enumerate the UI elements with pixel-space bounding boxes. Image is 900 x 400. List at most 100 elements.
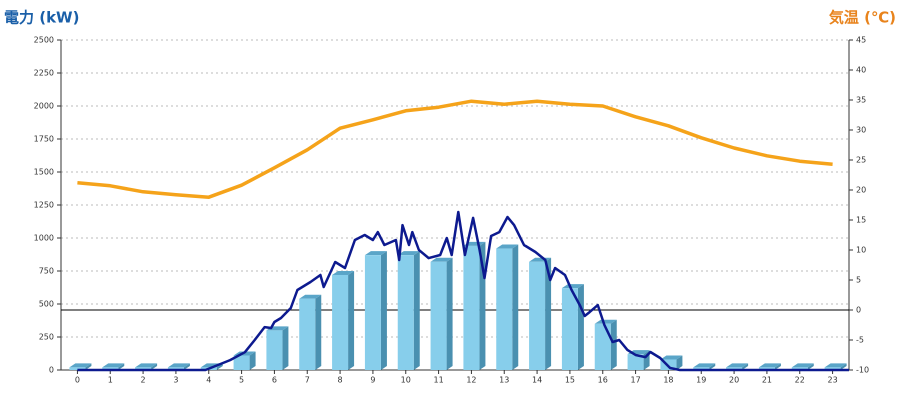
bar-top [693, 363, 716, 368]
y-tick-label: 1000 [34, 234, 54, 243]
x-tick-label: 21 [762, 376, 772, 385]
bar-top [430, 257, 453, 262]
x-tick-label: 2 [141, 376, 146, 385]
bar-side [249, 351, 256, 370]
bar [824, 367, 841, 370]
bar-side [413, 251, 420, 370]
bar [102, 367, 119, 370]
bar [135, 367, 152, 370]
bar [791, 367, 808, 370]
bar-side [85, 363, 92, 370]
bar-side [348, 270, 355, 370]
bar-top [824, 363, 847, 368]
bar [594, 323, 611, 370]
bar [299, 298, 316, 370]
x-tick-label: 19 [696, 376, 706, 385]
y2-tick-label: 10 [856, 246, 866, 255]
bar [332, 274, 349, 370]
bar-side [742, 363, 749, 370]
bar [693, 367, 710, 370]
y2-tick-label: 45 [856, 36, 866, 45]
bar-top [135, 363, 158, 368]
bar [496, 248, 513, 370]
bar-top [69, 363, 92, 368]
x-tick-label: 16 [598, 376, 608, 385]
bar-side [512, 244, 519, 370]
bar-side [774, 363, 781, 370]
bar-top [299, 294, 322, 299]
x-tick-label: 14 [532, 376, 542, 385]
bar [430, 261, 447, 370]
bar-side [118, 363, 125, 370]
bar-side [315, 294, 322, 370]
line [77, 99, 833, 199]
bar-top [758, 363, 781, 368]
bar [463, 245, 480, 370]
x-tick-label: 5 [239, 376, 244, 385]
bar-top [594, 319, 617, 324]
bar-top [167, 363, 190, 368]
y2-tick-label: 15 [856, 216, 866, 225]
bar [397, 255, 414, 370]
x-tick-label: 7 [305, 376, 310, 385]
right-axis-title: 気温 (℃) [829, 9, 896, 27]
x-tick-label: 8 [338, 376, 343, 385]
bar [561, 288, 578, 370]
y2-tick-label: 5 [856, 276, 861, 285]
x-tick-label: 23 [827, 376, 837, 385]
bar-side [446, 257, 453, 370]
bar [364, 255, 381, 370]
bar [167, 367, 184, 370]
bar-side [216, 363, 223, 370]
x-tick-label: 13 [499, 376, 509, 385]
bar-top [660, 355, 683, 360]
x-tick-label: 3 [173, 376, 178, 385]
line [77, 210, 849, 372]
y-tick-label: 2000 [34, 102, 54, 111]
y-tick-label: 2250 [34, 69, 54, 78]
y2-tick-label: 35 [856, 96, 866, 105]
bar [758, 367, 775, 370]
bar-side [380, 251, 387, 370]
x-tick-label: 1 [108, 376, 113, 385]
x-tick-label: 11 [433, 376, 443, 385]
x-tick-label: 15 [565, 376, 575, 385]
bar-top [397, 251, 420, 256]
bar-top [102, 363, 125, 368]
x-tick-label: 10 [401, 376, 411, 385]
bar-side [807, 363, 814, 370]
y2-tick-label: 40 [856, 66, 866, 75]
bar [726, 367, 743, 370]
x-tick-label: 20 [729, 376, 739, 385]
y2-tick-label: 0 [856, 306, 861, 315]
y2-tick-label: -10 [856, 366, 869, 375]
y2-tick-label: 30 [856, 126, 866, 135]
x-tick-label: 0 [75, 376, 80, 385]
y-tick-label: 250 [39, 333, 54, 342]
y2-tick-label: -5 [856, 336, 864, 345]
y2-tick-label: 25 [856, 156, 866, 165]
bar [627, 354, 644, 370]
bar-side [282, 326, 289, 370]
y-tick-label: 750 [39, 267, 54, 276]
bar-top [726, 363, 749, 368]
bar-side [610, 319, 617, 370]
bar [69, 367, 86, 370]
bar-top [463, 241, 486, 246]
y-tick-label: 1750 [34, 135, 54, 144]
x-tick-label: 22 [795, 376, 805, 385]
bar-side [151, 363, 158, 370]
bar-top [791, 363, 814, 368]
y-tick-label: 1250 [34, 201, 54, 210]
bar-top [496, 244, 519, 249]
bar-side [676, 355, 683, 370]
bar-side [709, 363, 716, 370]
bar-side [840, 363, 847, 370]
y-tick-label: 1500 [34, 168, 54, 177]
y2-tick-label: 20 [856, 186, 866, 195]
x-tick-label: 4 [206, 376, 211, 385]
bar-side [577, 284, 584, 370]
x-tick-label: 6 [272, 376, 277, 385]
bar [266, 330, 283, 370]
